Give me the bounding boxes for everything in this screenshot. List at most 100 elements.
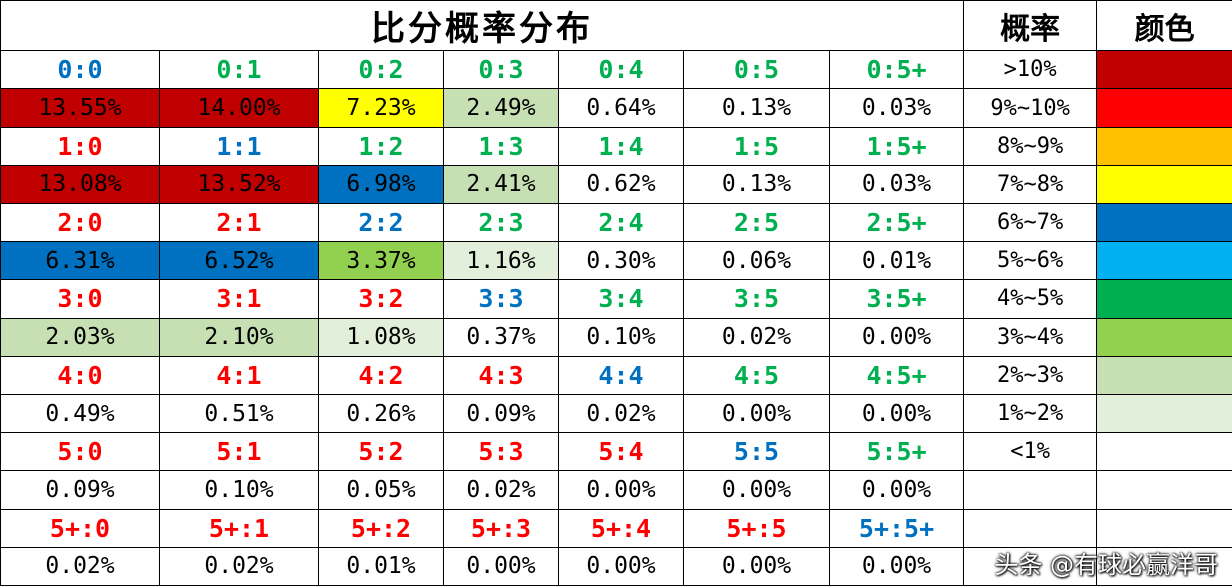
probability-cell: 0.00% — [683, 470, 830, 510]
probability-cell: 13.55% — [0, 88, 160, 128]
legend-range: 9%~10% — [963, 88, 1098, 128]
score-cell: 0:5+ — [828, 50, 965, 90]
score-cell: 1:4 — [558, 126, 684, 166]
legend-range: 6%~7% — [963, 202, 1098, 243]
probability-cell: 0.00% — [683, 546, 830, 586]
probability-cell: 0.13% — [683, 164, 830, 205]
score-cell: 2:2 — [318, 202, 444, 243]
probability-cell: 0.02% — [683, 317, 830, 357]
probability-cell: 0.00% — [828, 470, 965, 510]
score-cell: 3:3 — [443, 279, 559, 319]
legend-empty — [963, 508, 1098, 548]
legend-swatch — [1096, 355, 1232, 395]
legend-empty — [1096, 546, 1232, 586]
score-cell: 0:5 — [683, 50, 830, 90]
score-cell: 0:0 — [0, 50, 160, 90]
color-header: 颜色 — [1096, 0, 1232, 52]
legend-swatch — [1096, 241, 1232, 281]
score-cell: 4:5 — [683, 355, 830, 395]
score-cell: 3:4 — [558, 279, 684, 319]
probability-cell: 3.37% — [318, 241, 444, 281]
legend-header: 概率 — [963, 0, 1098, 52]
probability-cell: 0.00% — [558, 546, 684, 586]
score-cell: 3:0 — [0, 279, 160, 319]
probability-cell: 13.08% — [0, 164, 160, 205]
legend-swatch — [1096, 126, 1232, 166]
legend-range: 5%~6% — [963, 241, 1098, 281]
score-cell: 1:1 — [159, 126, 319, 166]
score-cell: 1:5 — [683, 126, 830, 166]
probability-cell: 0.64% — [558, 88, 684, 128]
score-cell: 5+:3 — [443, 508, 559, 548]
score-cell: 3:2 — [318, 279, 444, 319]
score-cell: 3:5+ — [828, 279, 965, 319]
probability-cell: 0.10% — [558, 317, 684, 357]
score-cell: 4:4 — [558, 355, 684, 395]
score-cell: 3:1 — [159, 279, 319, 319]
legend-range: 2%~3% — [963, 355, 1098, 395]
legend-empty — [1096, 508, 1232, 548]
legend-range: 4%~5% — [963, 279, 1098, 319]
score-cell: 5:3 — [443, 432, 559, 472]
score-cell: 1:0 — [0, 126, 160, 166]
score-cell: 4:5+ — [828, 355, 965, 395]
probability-cell: 0.02% — [443, 470, 559, 510]
probability-cell: 0.49% — [0, 393, 160, 434]
score-cell: 5:2 — [318, 432, 444, 472]
probability-cell: 6.31% — [0, 241, 160, 281]
probability-cell: 6.98% — [318, 164, 444, 205]
score-cell: 5:4 — [558, 432, 684, 472]
probability-cell: 0.51% — [159, 393, 319, 434]
legend-range: <1% — [963, 432, 1098, 472]
score-cell: 3:5 — [683, 279, 830, 319]
legend-range: 1%~2% — [963, 393, 1098, 434]
probability-cell: 2.03% — [0, 317, 160, 357]
legend-swatch — [1096, 88, 1232, 128]
score-cell: 5+:2 — [318, 508, 444, 548]
score-cell: 2:3 — [443, 202, 559, 243]
score-cell: 4:0 — [0, 355, 160, 395]
probability-cell: 0.30% — [558, 241, 684, 281]
probability-cell: 0.00% — [828, 393, 965, 434]
probability-cell: 1.08% — [318, 317, 444, 357]
score-cell: 5+:5 — [683, 508, 830, 548]
probability-cell: 2.49% — [443, 88, 559, 128]
legend-empty — [963, 546, 1098, 586]
probability-cell: 14.00% — [159, 88, 319, 128]
legend-swatch — [1096, 317, 1232, 357]
legend-empty — [1096, 470, 1232, 510]
probability-cell: 0.02% — [159, 546, 319, 586]
probability-cell: 6.52% — [159, 241, 319, 281]
probability-cell: 0.13% — [683, 88, 830, 128]
probability-cell: 0.03% — [828, 164, 965, 205]
probability-cell: 7.23% — [318, 88, 444, 128]
score-cell: 2:4 — [558, 202, 684, 243]
score-cell: 2:0 — [0, 202, 160, 243]
score-cell: 5+:1 — [159, 508, 319, 548]
probability-cell: 0.00% — [443, 546, 559, 586]
score-cell: 2:1 — [159, 202, 319, 243]
legend-range: 3%~4% — [963, 317, 1098, 357]
probability-cell: 0.02% — [0, 546, 160, 586]
legend-swatch — [1096, 279, 1232, 319]
probability-cell: 0.10% — [159, 470, 319, 510]
probability-cell: 0.05% — [318, 470, 444, 510]
probability-cell: 1.16% — [443, 241, 559, 281]
probability-cell: 0.00% — [558, 470, 684, 510]
probability-cell: 2.41% — [443, 164, 559, 205]
legend-range: 7%~8% — [963, 164, 1098, 205]
probability-cell: 13.52% — [159, 164, 319, 205]
score-cell: 4:2 — [318, 355, 444, 395]
legend-swatch — [1096, 50, 1232, 90]
legend-swatch — [1096, 432, 1232, 472]
watermark-text: 头条 @有球必赢洋哥 — [994, 551, 1218, 579]
score-cell: 5:1 — [159, 432, 319, 472]
score-cell: 1:2 — [318, 126, 444, 166]
legend-range: 8%~9% — [963, 126, 1098, 166]
probability-cell: 0.09% — [0, 470, 160, 510]
score-cell: 0:4 — [558, 50, 684, 90]
score-cell: 0:3 — [443, 50, 559, 90]
score-cell: 5+:4 — [558, 508, 684, 548]
probability-cell: 0.00% — [828, 546, 965, 586]
